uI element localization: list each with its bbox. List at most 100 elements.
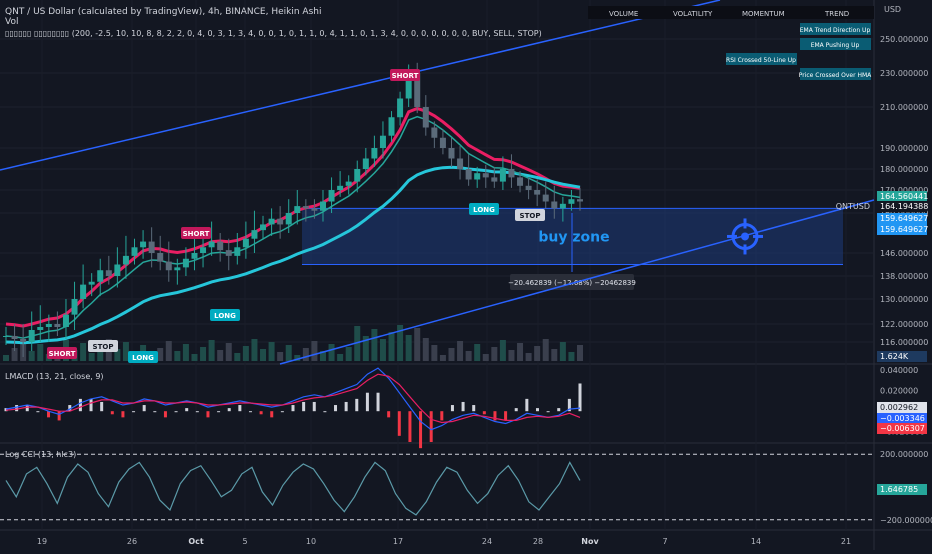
candle-body[interactable] (474, 173, 481, 180)
candle-body[interactable] (422, 107, 429, 128)
signal-buy-box (210, 309, 240, 321)
candle-body[interactable] (577, 199, 583, 202)
buy-zone-layer[interactable]: buy zone−20.462839 (−12.68%) −20462839 (302, 207, 843, 290)
candle-body[interactable] (182, 258, 189, 268)
signal-sell-label: SHORT (49, 350, 76, 358)
candle-body[interactable] (371, 148, 378, 159)
candle-body[interactable] (508, 169, 515, 178)
candle-body[interactable] (448, 148, 455, 159)
candle-body[interactable] (45, 324, 52, 327)
price-tick-label: 130.000000 (880, 295, 928, 304)
indicator-params: ▯▯▯▯▯▯ ▯▯▯▯▯▯▯▯ (200, -2.5, 10, 10, 8, 8… (5, 29, 542, 38)
candle-body[interactable] (157, 253, 164, 262)
macd-pane[interactable]: 0.0400000.020000−0.0200000.002962−0.0033… (4, 366, 928, 449)
candle-body[interactable] (319, 201, 326, 211)
candle-body[interactable] (491, 177, 498, 182)
candle-body[interactable] (431, 127, 438, 138)
candle-body[interactable] (225, 250, 232, 256)
candle-body[interactable] (414, 73, 421, 107)
candle-body[interactable] (260, 224, 267, 231)
candle-body[interactable] (559, 203, 566, 209)
candle-body[interactable] (388, 117, 395, 136)
macd-histogram-bar (270, 411, 274, 418)
candle-body[interactable] (122, 255, 129, 265)
cci-pane[interactable]: 200.000000 −200.000000 1.646785 (0, 450, 932, 525)
price-tick-label: 122.000000 (880, 320, 928, 329)
macd-series-line[interactable] (5, 367, 581, 431)
candle-body[interactable] (208, 241, 215, 248)
candle-body[interactable] (345, 181, 352, 186)
candle-body[interactable] (397, 98, 404, 118)
volume-bar (482, 354, 489, 361)
candle-body[interactable] (294, 206, 301, 213)
candle-body[interactable] (517, 177, 524, 186)
candle-body[interactable] (362, 158, 369, 170)
candle-body[interactable] (140, 241, 147, 248)
candle-body[interactable] (277, 218, 284, 225)
candle-body[interactable] (379, 135, 386, 148)
macd-histogram-bar (47, 411, 51, 418)
candle-body[interactable] (88, 281, 95, 285)
candle-body[interactable] (251, 230, 258, 239)
lower-trendline[interactable] (279, 199, 875, 365)
candle-body[interactable] (114, 264, 121, 277)
candle-body[interactable] (11, 336, 18, 339)
trendlines[interactable] (0, 0, 875, 365)
candle-body[interactable] (499, 169, 506, 182)
candle-body[interactable] (217, 241, 224, 251)
volume-bar (457, 341, 464, 361)
candle-body[interactable] (405, 73, 412, 99)
target-icon (727, 218, 763, 255)
candle-body[interactable] (54, 324, 61, 327)
candle-body[interactable] (439, 137, 446, 148)
candle-body[interactable] (311, 208, 318, 211)
candle-body[interactable] (328, 190, 335, 202)
price-label-bg (877, 224, 927, 235)
macd-tick-label: 0.040000 (880, 366, 918, 375)
candle-body[interactable] (71, 299, 78, 315)
candle-body[interactable] (354, 169, 361, 182)
candle-body[interactable] (302, 206, 309, 209)
candle-body[interactable] (285, 213, 292, 225)
candle-body[interactable] (37, 327, 44, 330)
cci-tick-label: −200.000000 (880, 516, 932, 525)
candle-body[interactable] (337, 185, 344, 190)
volume-bar (405, 335, 412, 361)
price-tick-label: 210.000000 (880, 103, 928, 112)
dashboard-header-volume: VOLUME (609, 10, 638, 18)
candle-body[interactable] (131, 247, 138, 256)
candle-body[interactable] (28, 330, 35, 342)
candle-body[interactable] (105, 270, 112, 276)
candle-body[interactable] (191, 253, 198, 259)
candle-body[interactable] (568, 199, 575, 204)
candle-body[interactable] (465, 169, 472, 180)
macd-histogram-bar (429, 411, 433, 442)
cci-series-line[interactable] (5, 461, 581, 516)
candle-body[interactable] (234, 247, 241, 256)
candle-body[interactable] (97, 270, 104, 282)
candle-body[interactable] (3, 336, 9, 337)
volume-bar (422, 338, 429, 361)
candle-body[interactable] (80, 284, 87, 299)
price-label-bg (877, 351, 927, 362)
candle-body[interactable] (20, 339, 27, 342)
upper-trendline[interactable] (0, 0, 721, 171)
ema-ribbons (5, 106, 581, 345)
candle-body[interactable] (525, 185, 532, 190)
candle-body[interactable] (551, 201, 558, 209)
candle-body[interactable] (165, 261, 172, 271)
candle-body[interactable] (242, 238, 249, 248)
candle-body[interactable] (62, 314, 69, 327)
candle-body[interactable] (200, 247, 207, 253)
candle-body[interactable] (174, 267, 181, 271)
candle-body[interactable] (148, 241, 155, 253)
candle-body[interactable] (534, 190, 541, 195)
macd-series-line[interactable] (5, 373, 581, 424)
candle-body[interactable] (268, 218, 275, 225)
candle-body[interactable] (457, 158, 464, 170)
candle-body[interactable] (482, 173, 489, 178)
candles[interactable] (3, 62, 583, 357)
candle-body[interactable] (542, 194, 549, 202)
